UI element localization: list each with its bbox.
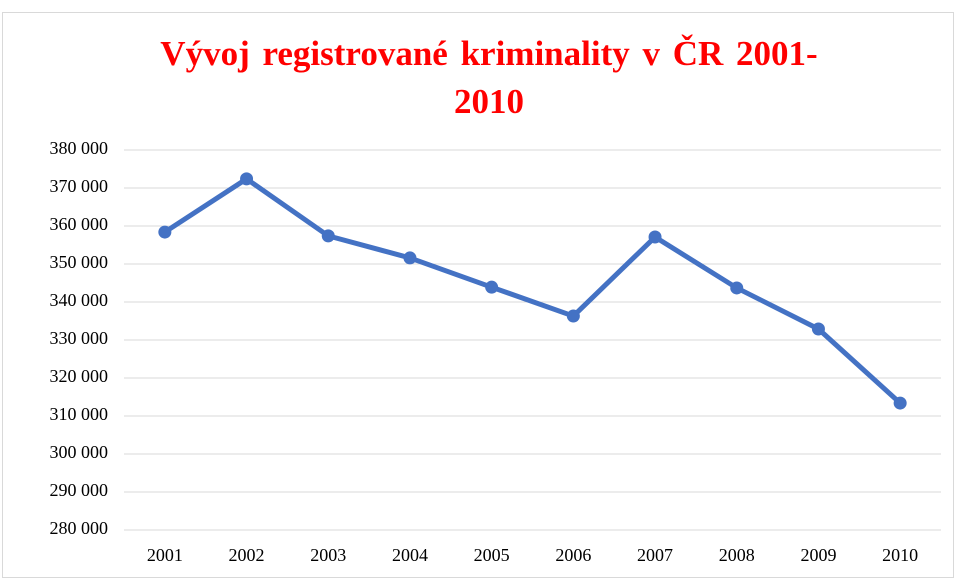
y-tick-label: 280 000 [50, 518, 109, 538]
y-tick-label: 310 000 [50, 404, 109, 424]
data-point [811, 322, 825, 336]
x-tick-label: 2003 [310, 545, 346, 565]
y-tick-label: 380 000 [50, 138, 109, 158]
data-point [485, 280, 499, 294]
data-point [648, 230, 662, 244]
data-point [893, 396, 907, 410]
x-tick-label: 2004 [392, 545, 428, 565]
y-tick-label: 350 000 [50, 252, 109, 272]
data-point [158, 225, 172, 239]
x-tick-label: 2009 [800, 545, 836, 565]
series-line [163, 176, 902, 405]
data-point [321, 229, 335, 243]
y-tick-label: 320 000 [50, 366, 109, 386]
chart-frame [2, 12, 954, 578]
y-tick-label: 340 000 [50, 290, 109, 310]
data-point [240, 172, 254, 186]
data-point [730, 281, 744, 295]
x-tick-label: 2010 [882, 545, 918, 565]
x-tick-label: 2001 [147, 545, 183, 565]
chart-title: Vývoj registrované kriminality v ČR 2001… [160, 34, 818, 121]
data-point [403, 251, 417, 265]
y-tick-label: 300 000 [50, 442, 109, 462]
data-point [566, 309, 580, 323]
y-tick-label: 330 000 [50, 328, 109, 348]
x-tick-label: 2007 [637, 545, 673, 565]
y-tick-label: 360 000 [50, 214, 109, 234]
y-tick-label: 370 000 [50, 176, 109, 196]
y-tick-label: 290 000 [50, 480, 109, 500]
x-tick-label: 2005 [474, 545, 510, 565]
x-tick-label: 2008 [719, 545, 755, 565]
x-tick-label: 2006 [555, 545, 591, 565]
x-tick-label: 2002 [229, 545, 265, 565]
